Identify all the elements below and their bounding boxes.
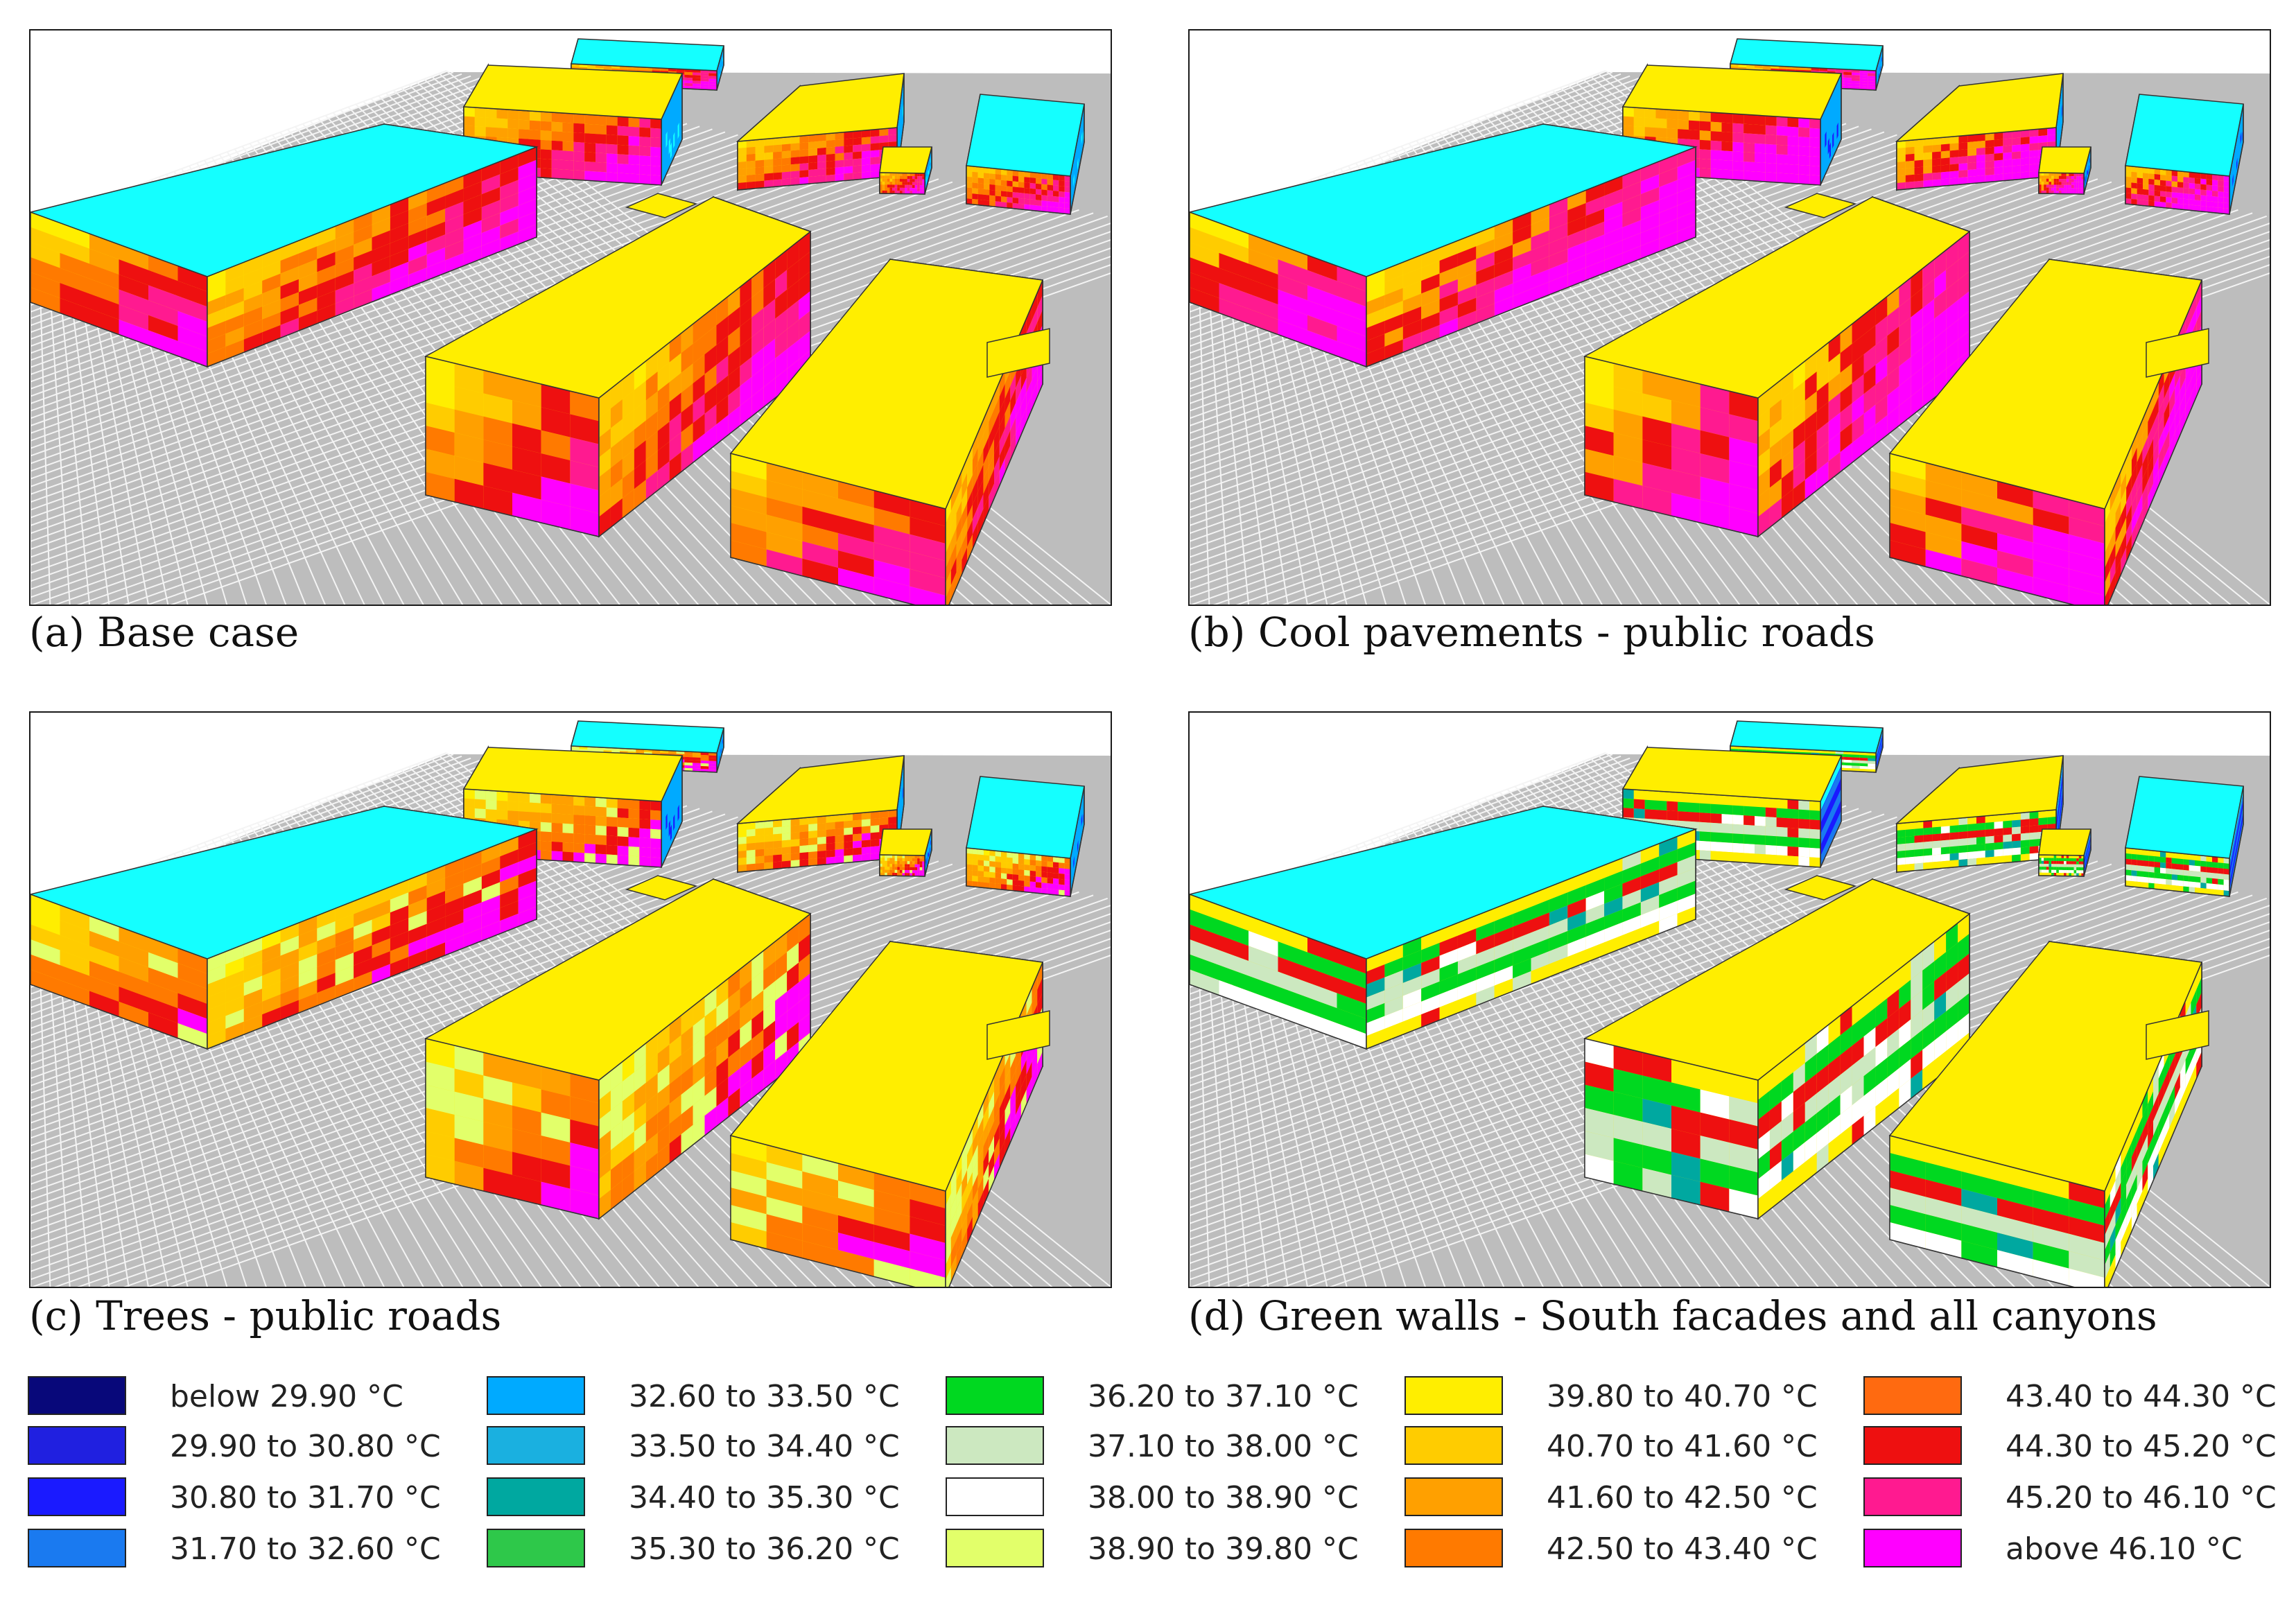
legend-item: below 29.90 °C bbox=[28, 1376, 471, 1421]
legend-swatch bbox=[28, 1376, 126, 1415]
legend-item: 45.20 to 46.10 °C bbox=[1863, 1477, 2296, 1522]
legend-label: 31.70 to 32.60 °C bbox=[170, 1531, 441, 1567]
legend-label: 42.50 to 43.40 °C bbox=[1547, 1531, 1818, 1567]
legend-swatch bbox=[1404, 1426, 1503, 1465]
legend-swatch bbox=[28, 1426, 126, 1465]
building-large-left bbox=[31, 806, 539, 1050]
legend-swatch bbox=[1404, 1477, 1503, 1516]
legend-item: 30.80 to 31.70 °C bbox=[28, 1477, 471, 1522]
panel-caption: (a) Base case bbox=[29, 609, 299, 656]
building-large-left bbox=[31, 123, 539, 368]
legend-label: 38.00 to 38.90 °C bbox=[1088, 1480, 1359, 1515]
legend-item: 34.40 to 35.30 °C bbox=[487, 1477, 930, 1522]
building-far-3 bbox=[1895, 73, 2064, 191]
legend-item: 41.60 to 42.50 °C bbox=[1404, 1477, 1848, 1522]
legend-item: 44.30 to 45.20 °C bbox=[1863, 1426, 2296, 1470]
scene-svg bbox=[1190, 31, 2270, 605]
scene-svg bbox=[1190, 713, 2270, 1287]
panel-green-walls bbox=[1188, 711, 2271, 1288]
building-far-4 bbox=[2125, 776, 2244, 897]
legend-swatch bbox=[1404, 1376, 1503, 1415]
building-far-4 bbox=[2125, 94, 2244, 215]
building-front-right bbox=[1888, 941, 2209, 1287]
legend-item: 36.20 to 37.10 °C bbox=[946, 1376, 1389, 1421]
panel-trees bbox=[29, 711, 1112, 1288]
legend-swatch bbox=[1863, 1529, 1962, 1567]
building-far-3 bbox=[736, 755, 905, 874]
legend-swatch bbox=[946, 1376, 1044, 1415]
legend-item: 31.70 to 32.60 °C bbox=[28, 1529, 471, 1573]
building-middle bbox=[424, 193, 812, 538]
legend-label: 45.20 to 46.10 °C bbox=[2006, 1480, 2277, 1515]
legend-label: 39.80 to 40.70 °C bbox=[1547, 1379, 1818, 1414]
building-far-4 bbox=[966, 94, 1085, 215]
legend-label: 34.40 to 35.30 °C bbox=[629, 1480, 900, 1515]
legend-label: 41.60 to 42.50 °C bbox=[1547, 1480, 1818, 1515]
building-middle bbox=[1583, 193, 1971, 538]
building-front-right bbox=[729, 259, 1050, 605]
legend-item: 35.30 to 36.20 °C bbox=[487, 1529, 930, 1573]
legend-item: 38.90 to 39.80 °C bbox=[946, 1529, 1389, 1573]
legend-item: 43.40 to 44.30 °C bbox=[1863, 1376, 2296, 1421]
legend-item: 39.80 to 40.70 °C bbox=[1404, 1376, 1848, 1421]
building-far-3 bbox=[1895, 755, 2064, 874]
legend-item: 29.90 to 30.80 °C bbox=[28, 1426, 471, 1470]
legend-swatch bbox=[487, 1376, 585, 1415]
legend-swatch bbox=[487, 1529, 585, 1567]
legend-swatch bbox=[487, 1477, 585, 1516]
legend-swatch bbox=[1404, 1529, 1503, 1567]
panel-cool-pavements bbox=[1188, 29, 2271, 606]
legend-label: below 29.90 °C bbox=[170, 1379, 403, 1414]
legend-swatch bbox=[28, 1477, 126, 1516]
building-middle bbox=[424, 875, 812, 1220]
legend-label: 36.20 to 37.10 °C bbox=[1088, 1379, 1359, 1414]
legend-swatch bbox=[946, 1477, 1044, 1516]
building-large-left bbox=[1190, 123, 1698, 368]
legend-swatch bbox=[1863, 1426, 1962, 1465]
building-far-5 bbox=[2038, 828, 2091, 877]
legend-label: 38.90 to 39.80 °C bbox=[1088, 1531, 1359, 1567]
building-far-4 bbox=[966, 776, 1085, 897]
panel-caption: (c) Trees - public roads bbox=[29, 1292, 502, 1339]
legend-swatch bbox=[487, 1426, 585, 1465]
building-far-3 bbox=[736, 73, 905, 191]
legend-label: 32.60 to 33.50 °C bbox=[629, 1379, 900, 1414]
panel-caption: (d) Green walls - South facades and all … bbox=[1188, 1292, 2157, 1339]
legend-label: 37.10 to 38.00 °C bbox=[1088, 1429, 1359, 1464]
scene-svg bbox=[31, 31, 1111, 605]
legend-item: 33.50 to 34.40 °C bbox=[487, 1426, 930, 1470]
panel-base-case bbox=[29, 29, 1112, 606]
legend-label: 29.90 to 30.80 °C bbox=[170, 1429, 441, 1464]
legend-label: 30.80 to 31.70 °C bbox=[170, 1480, 441, 1515]
panel-caption: (b) Cool pavements - public roads bbox=[1188, 609, 1875, 656]
legend-swatch bbox=[1863, 1376, 1962, 1415]
building-middle bbox=[1583, 875, 1971, 1220]
building-front-right bbox=[1888, 259, 2209, 605]
building-far-5 bbox=[879, 146, 932, 195]
legend-swatch bbox=[1863, 1477, 1962, 1516]
building-large-left bbox=[1190, 806, 1698, 1050]
scene-svg bbox=[31, 713, 1111, 1287]
legend-item: 38.00 to 38.90 °C bbox=[946, 1477, 1389, 1522]
legend-item: 42.50 to 43.40 °C bbox=[1404, 1529, 1848, 1573]
building-far-5 bbox=[879, 828, 932, 877]
legend-item: 37.10 to 38.00 °C bbox=[946, 1426, 1389, 1470]
legend-item: 40.70 to 41.60 °C bbox=[1404, 1426, 1848, 1470]
building-far-5 bbox=[2038, 146, 2091, 195]
legend-label: 40.70 to 41.60 °C bbox=[1547, 1429, 1818, 1464]
legend-label: 43.40 to 44.30 °C bbox=[2006, 1379, 2277, 1414]
legend-swatch bbox=[946, 1529, 1044, 1567]
legend-label: 35.30 to 36.20 °C bbox=[629, 1531, 900, 1567]
legend-item: above 46.10 °C bbox=[1863, 1529, 2296, 1573]
legend-item: 32.60 to 33.50 °C bbox=[487, 1376, 930, 1421]
legend-swatch bbox=[946, 1426, 1044, 1465]
building-front-right bbox=[729, 941, 1050, 1287]
temperature-legend: below 29.90 °C 29.90 to 30.80 °C 30.80 to … bbox=[28, 1376, 2277, 1584]
legend-swatch bbox=[28, 1529, 126, 1567]
legend-label: above 46.10 °C bbox=[2006, 1531, 2243, 1567]
legend-label: 33.50 to 34.40 °C bbox=[629, 1429, 900, 1464]
legend-label: 44.30 to 45.20 °C bbox=[2006, 1429, 2277, 1464]
